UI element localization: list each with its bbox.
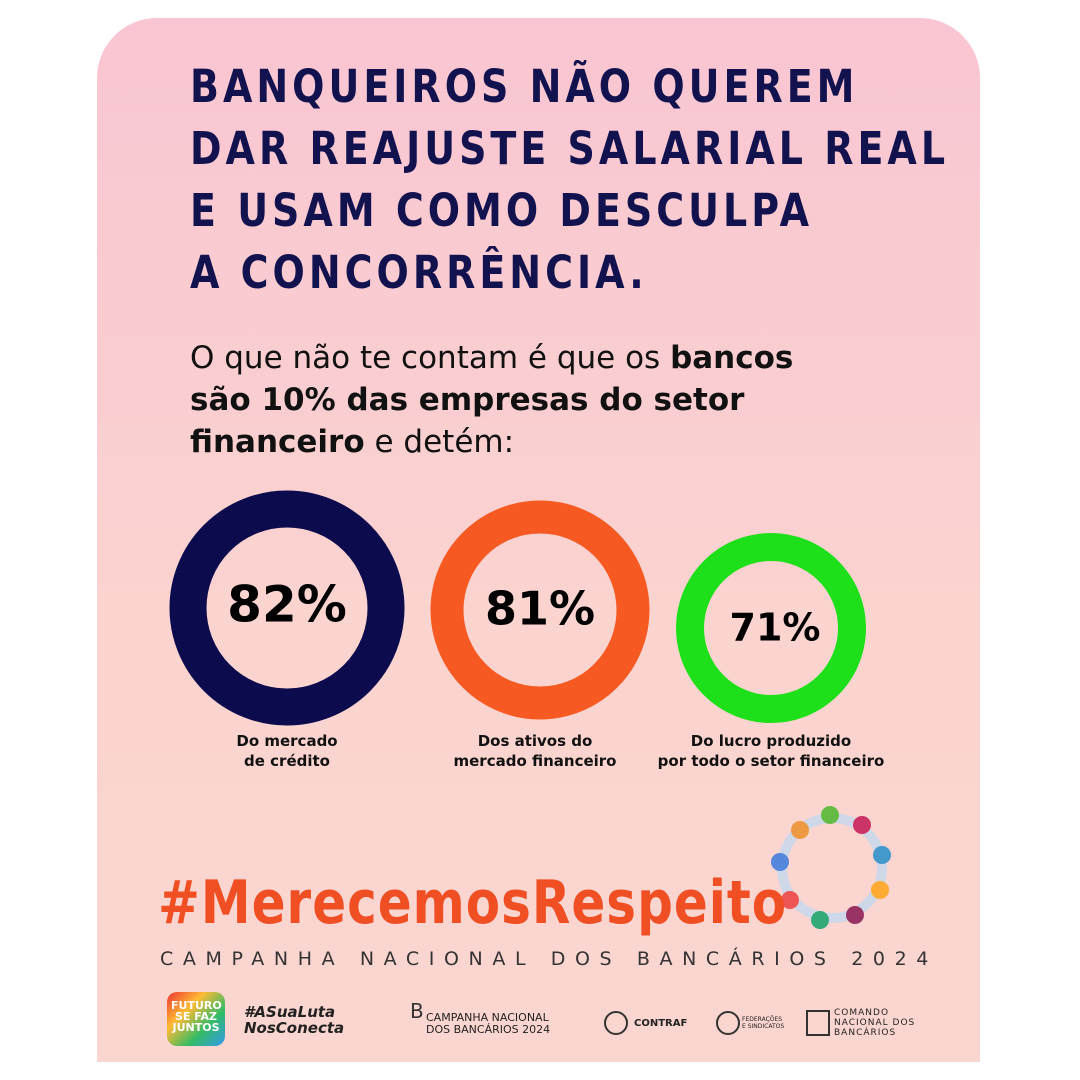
campaign: CAMPANHA NACIONAL DOS BANCÁRIOS 2024 xyxy=(160,948,938,970)
title-line: E USAM COMO DESCULPA xyxy=(190,184,814,237)
text: NACIONAL DOS xyxy=(834,1018,916,1028)
text: NosConecta xyxy=(244,1019,345,1037)
card xyxy=(97,18,980,1062)
title-line: BANQUEIROS NÃO QUEREM xyxy=(190,60,859,113)
intro: O que não te contam é que os bancos são … xyxy=(190,340,793,466)
text: CAMPANHA NACIONAL xyxy=(426,1011,549,1024)
title: BANQUEIROS NÃO QUEREM DAR REAJUSTE SALAR… xyxy=(190,60,949,308)
logo-badge xyxy=(167,992,225,1046)
intro-bold: bancos xyxy=(670,340,794,376)
stat-caption: Do mercado de crédito xyxy=(137,731,437,771)
text: DOS BANCÁRIOS 2024 xyxy=(426,1023,551,1036)
text: FUTURO xyxy=(171,999,222,1012)
logo: FEDERAÇÕES E SINDICATOS xyxy=(742,1016,784,1030)
logo: CAMPANHA NACIONAL DOS BANCÁRIOS 2024 xyxy=(426,1012,550,1036)
logo-icon xyxy=(806,1010,830,1036)
stat-label: 81% xyxy=(485,582,595,636)
text: #ASuaLuta xyxy=(244,1003,336,1021)
text: SE FAZ xyxy=(174,1010,217,1023)
ring xyxy=(169,490,405,726)
logo: COMANDO NACIONAL DOS BANCÁRIOS xyxy=(834,1008,915,1038)
text: JUNTOS xyxy=(172,1021,220,1034)
intro-bold: são 10% das empresas do setor xyxy=(190,382,745,418)
logo-icon xyxy=(604,1011,628,1035)
logo-icon xyxy=(716,1011,740,1035)
text: CONTRAF xyxy=(634,1018,688,1029)
title-line: DAR REAJUSTE SALARIAL REAL xyxy=(190,122,950,175)
intro-text: e detém: xyxy=(364,424,515,460)
ring xyxy=(430,500,650,720)
text: BANCÁRIOS xyxy=(834,1028,897,1038)
stat-caption: Dos ativos do mercado financeiro xyxy=(385,731,685,771)
logo-icon: B xyxy=(410,999,424,1023)
caption-line: Dos ativos do xyxy=(477,732,593,750)
caption-line: mercado financeiro xyxy=(453,752,617,770)
stat-label: 71% xyxy=(730,606,821,650)
hashtag: #MerecemosRespeito xyxy=(158,868,788,938)
intro-text: O que não te contam é que os xyxy=(190,340,671,376)
stat-label: 82% xyxy=(227,576,347,634)
caption-line: por todo o setor financeiro xyxy=(657,752,885,770)
logo: FUTURO SE FAZ JUNTOS xyxy=(171,999,222,1034)
stat-caption: Do lucro produzido por todo o setor finan… xyxy=(621,731,921,771)
text: COMANDO xyxy=(834,1008,890,1018)
caption-line: de crédito xyxy=(244,752,330,770)
ring xyxy=(676,533,866,723)
logo: CONTRAF xyxy=(634,1018,687,1029)
illustration xyxy=(771,806,891,929)
logo: #ASuaLuta NosConecta xyxy=(244,1004,344,1036)
text: FEDERAÇÕES xyxy=(742,1016,783,1023)
intro-bold: financeiro xyxy=(190,424,365,460)
text: E SINDICATOS xyxy=(742,1023,785,1030)
caption-line: Do lucro produzido xyxy=(690,732,852,750)
caption-line: Do mercado xyxy=(236,732,338,750)
title-line: A CONCORRÊNCIA. xyxy=(190,246,648,299)
